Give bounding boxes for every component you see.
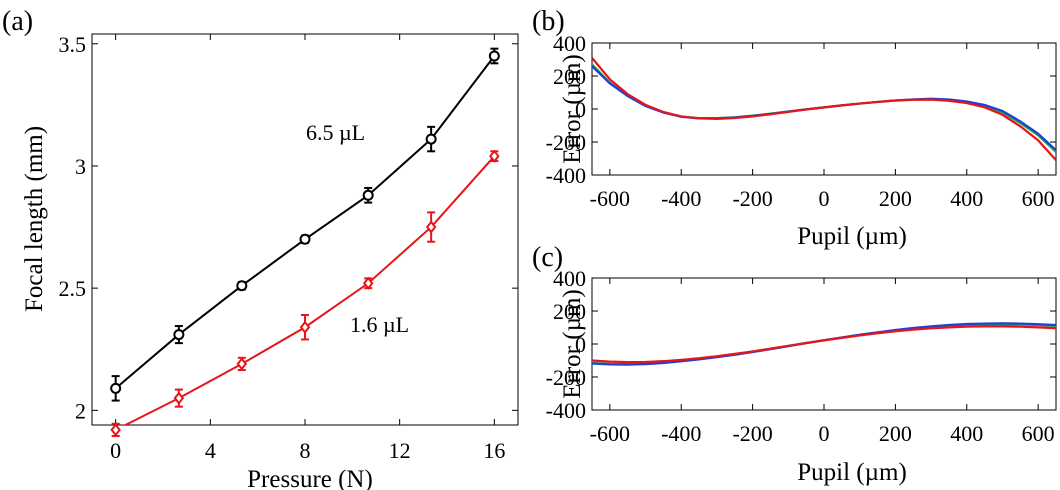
data-point-diamond — [236, 357, 248, 371]
y-tick-label: 3.5 — [59, 32, 87, 57]
x-tick-label: -200 — [732, 186, 772, 211]
series-line-red — [592, 57, 1056, 161]
plot-a: 0 4 8 12 16 2 2.5 3 3.5 — [59, 32, 519, 463]
annotation-6-5-ul: 6.5 µL — [306, 120, 365, 145]
y-tick-label: 0 — [575, 332, 586, 357]
c-xlabel: Pupil (µm) — [797, 459, 907, 486]
y-tick-label: 200 — [553, 64, 586, 89]
y-tick-label: 3 — [75, 154, 86, 179]
data-point-circle — [236, 280, 248, 292]
x-tick-label: 4 — [205, 438, 216, 463]
data-point-diamond — [173, 391, 185, 405]
x-tick-label: -600 — [590, 186, 630, 211]
c-ylabel: Error (µm) — [559, 289, 586, 399]
plot-area — [592, 322, 1056, 366]
x-tick-label: 400 — [950, 421, 983, 446]
y-tick-label: 200 — [553, 299, 586, 324]
b-ylabel: Error (µm) — [559, 54, 586, 164]
plot-area — [592, 57, 1056, 161]
x-tick-label: -400 — [661, 186, 701, 211]
x-tick-label: 0 — [819, 186, 830, 211]
y-tick-label: 0 — [575, 97, 586, 122]
data-point-circle — [110, 382, 122, 394]
annotation-1-6-ul: 1.6 µL — [350, 312, 409, 337]
x-tick-label: 16 — [483, 438, 505, 463]
data-point-diamond — [489, 149, 500, 163]
data-point-circle — [173, 329, 185, 341]
y-tick-label: 2.5 — [59, 276, 87, 301]
x-tick-label: 400 — [950, 186, 983, 211]
x-tick-label: 0 — [819, 421, 830, 446]
y-tick-label: 2 — [75, 398, 86, 423]
a-xlabel: Pressure (N) — [247, 466, 373, 490]
panel-label-b: (b) — [532, 6, 565, 37]
panel-label-a: (a) — [2, 6, 33, 37]
series-line-1-6-l — [123, 155, 496, 425]
data-point-circle — [488, 50, 500, 62]
x-tick-label: -200 — [732, 421, 772, 446]
x-tick-label: 8 — [300, 438, 311, 463]
x-tick-label: 600 — [1022, 421, 1055, 446]
series-line-green — [592, 323, 1056, 366]
axes-frame — [591, 277, 1057, 411]
series-line-blue — [592, 322, 1056, 366]
x-tick-label: 600 — [1022, 186, 1055, 211]
data-point-circle — [362, 189, 374, 201]
data-point-diamond — [362, 276, 374, 290]
data-point-diamond — [299, 320, 311, 334]
y-tick-label: 400 — [553, 266, 586, 291]
data-point-diamond — [110, 423, 121, 437]
series-line-red — [592, 325, 1056, 364]
y-tick-label: -400 — [546, 163, 586, 188]
b-xlabel: Pupil (µm) — [797, 223, 907, 250]
y-tick-label: 400 — [553, 31, 586, 56]
x-tick-label: -400 — [661, 421, 701, 446]
y-tick-label: -200 — [546, 365, 586, 390]
data-point-circle — [425, 133, 437, 145]
x-tick-label: 200 — [879, 421, 912, 446]
data-point-diamond — [425, 220, 437, 234]
x-tick-label: -600 — [590, 421, 630, 446]
y-tick-label: -400 — [546, 398, 586, 423]
a-ylabel: Focal length (mm) — [21, 126, 48, 312]
panel-label-c: (c) — [532, 242, 563, 273]
data-point-circle — [299, 233, 311, 245]
x-tick-label: 12 — [389, 438, 411, 463]
x-tick-label: 0 — [110, 438, 121, 463]
x-tick-label: 200 — [879, 186, 912, 211]
axes-frame — [91, 33, 519, 426]
y-tick-label: -200 — [546, 130, 586, 155]
